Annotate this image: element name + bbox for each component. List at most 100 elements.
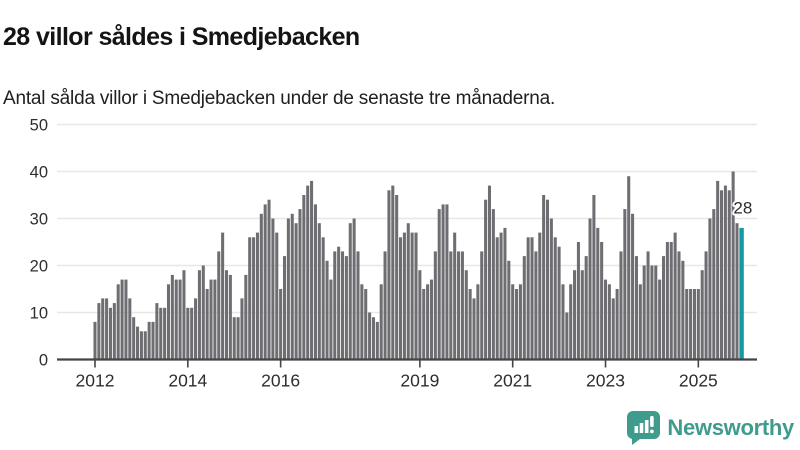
bar [93,321,97,360]
brand-name: Newsworthy [667,415,794,440]
bar [561,284,565,360]
bar [646,251,650,360]
bar [399,237,403,360]
bar [406,223,410,360]
bar [638,284,642,360]
bar [360,284,364,360]
x-axis-tick-label: 2021 [493,371,532,391]
bar [112,303,116,360]
y-axis-tick-label: 50 [30,116,48,134]
bar [310,180,314,360]
bar [275,232,279,360]
bar [194,298,198,360]
bar [526,237,530,360]
bar [267,199,271,360]
bar [186,307,190,360]
highlighted-bar [739,227,744,360]
bar [720,190,724,360]
bar [410,232,414,360]
bar [507,260,511,360]
bar [522,256,526,360]
bar [255,232,259,360]
bar [240,298,244,360]
bar [658,279,662,360]
bar [569,284,573,360]
bar [139,331,143,360]
bar [731,171,735,360]
bar [685,289,689,360]
bar [313,204,317,360]
bar [391,185,395,360]
bar [364,289,368,360]
bar [464,270,468,360]
y-axis-tick-label: 0 [39,351,48,369]
bar [340,251,345,360]
bar [677,251,681,360]
y-axis-tick-label: 40 [30,163,48,181]
bar [105,298,109,360]
bar [468,289,472,360]
bar [735,223,739,360]
bar [306,185,310,360]
bar [197,270,201,360]
bar [159,307,163,360]
bar [654,265,658,360]
bar [692,289,696,360]
bar [557,246,561,360]
bar [673,232,677,360]
bar [298,209,302,360]
bar [325,260,329,360]
bar [453,232,457,360]
x-axis-tick-label: 2016 [261,371,300,391]
bar [600,242,604,360]
bar [294,223,298,360]
bar [426,284,430,360]
bar [615,289,619,360]
bar [619,251,623,360]
bar [252,237,256,360]
bar [101,298,105,360]
x-axis-tick-label: 2025 [679,371,718,391]
bar [607,284,611,360]
bar [437,209,441,360]
bar [221,232,225,360]
bar [151,321,155,360]
bar [418,270,422,360]
bar [576,242,580,360]
newsworthy-logo-icon [627,411,661,445]
bar [681,260,685,360]
bar [228,274,232,360]
bar [395,195,399,360]
last-value-label: 28 [733,198,752,217]
bar [116,284,120,360]
bar [712,209,716,360]
bar [290,213,294,360]
bar [545,199,550,360]
bar [422,289,426,360]
bar [170,274,174,360]
chart-svg: 0 10 20 30 40 50 2012 2014 2016 2019 2021 2023 2025 2… [30,116,757,391]
bar [120,279,124,360]
bar [224,270,229,360]
bar [286,218,290,360]
bar [182,270,186,360]
bar [704,251,708,360]
bar [155,303,159,360]
bar [321,237,325,360]
x-axis-tick-label: 2012 [76,371,115,391]
bar [236,317,240,360]
bar [603,279,608,360]
y-axis-tick-label: 30 [30,210,48,228]
bar [402,232,406,360]
bar [669,242,673,360]
bar [708,218,712,360]
bar [584,256,588,360]
bar [611,298,615,360]
bar [476,284,480,360]
bar [174,279,178,360]
bar [166,284,171,360]
bar [460,251,464,360]
bar [445,204,449,360]
bar [588,218,592,360]
bar [387,190,391,360]
